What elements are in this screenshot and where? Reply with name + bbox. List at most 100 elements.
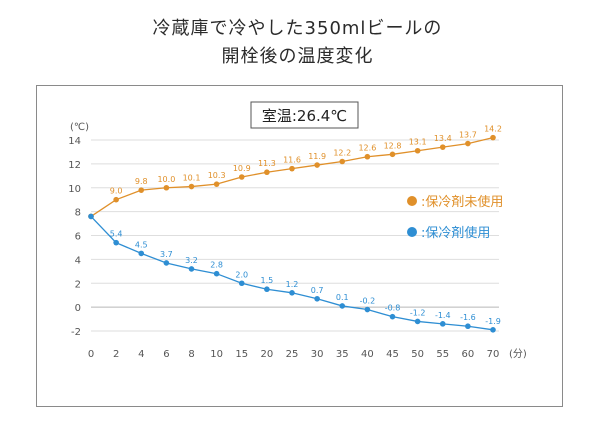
data-point-0 xyxy=(389,151,396,158)
y-tick-label: 2 xyxy=(75,279,81,290)
data-point-0 xyxy=(364,153,371,160)
data-label-1: -0.8 xyxy=(385,304,401,313)
data-point-0 xyxy=(238,174,245,180)
data-label-1: 2.8 xyxy=(210,261,223,270)
data-point-0 xyxy=(414,147,421,154)
data-point-1 xyxy=(264,286,270,293)
data-point-0 xyxy=(465,140,471,147)
data-label-0: 9.8 xyxy=(135,177,148,186)
data-label-1: 5.4 xyxy=(110,230,123,239)
y-tick-label: 10 xyxy=(68,184,81,195)
data-point-1 xyxy=(238,280,245,287)
annotation-box xyxy=(250,101,359,129)
x-tick-label: 35 xyxy=(336,349,349,360)
data-point-1 xyxy=(389,313,396,320)
x-tick-label: 0 xyxy=(88,349,94,360)
data-point-1 xyxy=(364,306,371,313)
data-point-0 xyxy=(163,184,170,191)
y-axis-unit: (℃) xyxy=(70,122,89,133)
chart-title-line1: 冷蔵庫で冷やした350mlビールの xyxy=(152,18,443,39)
data-label-1: -1.9 xyxy=(485,317,501,326)
y-tick-label: 8 xyxy=(75,208,81,219)
data-label-0: 13.1 xyxy=(409,138,427,147)
data-label-0: 11.9 xyxy=(308,152,326,161)
y-tick-label: 0 xyxy=(75,303,81,314)
x-tick-label: 50 xyxy=(411,349,424,360)
legend-marker-1 xyxy=(407,227,417,237)
data-label-0: 13.7 xyxy=(459,131,477,140)
data-point-1 xyxy=(289,290,295,296)
data-label-0: 10.3 xyxy=(208,171,226,180)
data-label-0: 12.8 xyxy=(384,141,402,150)
x-tick-label: 25 xyxy=(286,349,299,360)
data-point-0 xyxy=(314,162,320,168)
data-point-0 xyxy=(188,183,195,190)
x-tick-label: 70 xyxy=(487,349,500,360)
x-tick-label: 8 xyxy=(188,349,194,360)
x-tick-label: 40 xyxy=(361,349,374,360)
legend-label-0: :保冷剤未使用 xyxy=(421,194,503,210)
y-tick-label: 14 xyxy=(68,136,81,147)
data-point-0 xyxy=(264,169,270,176)
data-point-1 xyxy=(490,327,496,333)
data-label-0: 9.0 xyxy=(110,187,123,196)
data-label-1: 4.5 xyxy=(135,240,148,249)
data-point-1 xyxy=(163,260,170,266)
x-tick-label: 30 xyxy=(311,349,324,360)
data-label-0: 11.3 xyxy=(258,159,276,168)
data-point-0 xyxy=(138,187,145,193)
x-tick-label: 4 xyxy=(138,349,144,360)
y-tick-label: -2 xyxy=(71,327,81,338)
x-axis-unit: (分) xyxy=(509,348,527,360)
chart-title-line2: 開栓後の温度変化 xyxy=(221,46,374,67)
data-point-1 xyxy=(213,270,220,277)
data-label-0: 13.4 xyxy=(434,134,452,143)
data-label-0: 11.6 xyxy=(283,156,301,165)
y-tick-label: 12 xyxy=(68,160,81,171)
data-label-0: 12.6 xyxy=(358,144,376,153)
x-tick-label: 60 xyxy=(462,349,475,360)
data-label-1: -1.2 xyxy=(410,308,426,317)
data-label-1: 2.0 xyxy=(235,270,248,279)
data-label-1: 1.2 xyxy=(286,280,299,289)
data-label-1: 3.2 xyxy=(185,256,198,265)
data-point-0 xyxy=(213,181,220,187)
x-tick-label: 6 xyxy=(163,349,169,360)
annotation-text: 室温:26.4℃ xyxy=(262,107,347,125)
data-point-1 xyxy=(439,321,446,327)
legend-marker-0 xyxy=(407,196,417,206)
data-point-1 xyxy=(465,323,471,330)
x-tick-label: 2 xyxy=(113,349,119,360)
data-label-1: 1.5 xyxy=(261,276,274,285)
y-tick-label: 6 xyxy=(75,232,81,243)
x-tick-label: 55 xyxy=(436,349,449,360)
data-label-0: 14.2 xyxy=(484,125,502,134)
data-label-0: 12.2 xyxy=(333,148,351,157)
data-label-0: 10.9 xyxy=(233,164,251,173)
y-tick-label: 4 xyxy=(75,255,81,266)
data-label-0: 10.0 xyxy=(157,175,175,184)
x-tick-label: 15 xyxy=(235,349,248,360)
x-tick-label: 10 xyxy=(210,349,223,360)
x-tick-label: 20 xyxy=(261,349,274,360)
data-point-1 xyxy=(88,213,94,220)
data-point-1 xyxy=(188,266,195,272)
data-label-1: -1.6 xyxy=(460,313,476,322)
data-label-1: -0.2 xyxy=(360,297,376,306)
data-point-0 xyxy=(289,165,295,172)
data-label-1: 0.1 xyxy=(336,293,349,302)
legend-label-1: :保冷剤使用 xyxy=(421,225,490,241)
data-point-1 xyxy=(414,318,421,325)
data-point-0 xyxy=(490,134,496,141)
data-label-1: -1.4 xyxy=(435,311,451,320)
data-point-0 xyxy=(113,196,119,203)
data-point-1 xyxy=(138,250,145,257)
data-point-1 xyxy=(113,239,119,246)
data-point-0 xyxy=(339,158,346,165)
data-label-1: 0.7 xyxy=(311,286,324,295)
data-label-0: 10.1 xyxy=(183,174,201,183)
data-point-0 xyxy=(439,144,446,150)
data-label-1: 3.7 xyxy=(160,250,173,259)
data-point-1 xyxy=(339,303,346,309)
